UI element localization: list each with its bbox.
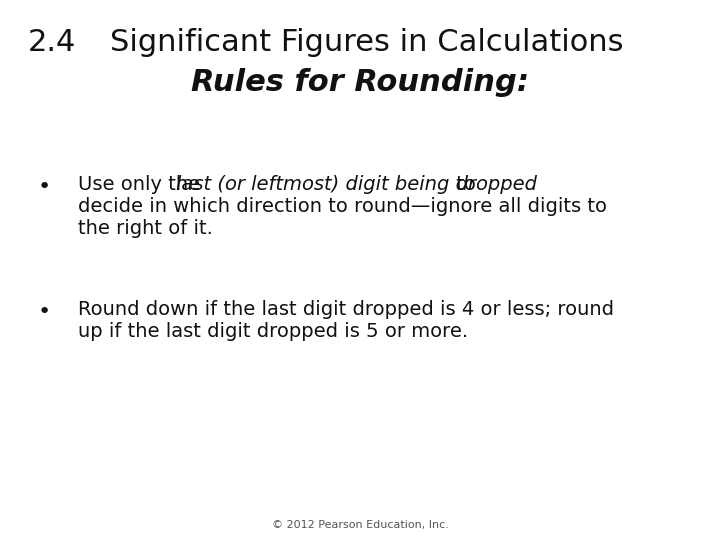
Text: to: to (450, 175, 476, 194)
Text: Round down if the last digit dropped is 4 or less; round: Round down if the last digit dropped is … (78, 300, 614, 319)
Text: © 2012 Pearson Education, Inc.: © 2012 Pearson Education, Inc. (271, 520, 449, 530)
Text: last (or leftmost) digit being dropped: last (or leftmost) digit being dropped (176, 175, 537, 194)
Text: the right of it.: the right of it. (78, 219, 213, 238)
Text: Use only the: Use only the (78, 175, 207, 194)
Text: Significant Figures in Calculations: Significant Figures in Calculations (110, 28, 624, 57)
Text: 2.4: 2.4 (28, 28, 76, 57)
Text: Rules for Rounding:: Rules for Rounding: (191, 68, 529, 97)
Text: up if the last digit dropped is 5 or more.: up if the last digit dropped is 5 or mor… (78, 322, 468, 341)
Text: •: • (38, 302, 51, 322)
Text: decide in which direction to round—ignore all digits to: decide in which direction to round—ignor… (78, 197, 607, 216)
Text: •: • (38, 177, 51, 197)
